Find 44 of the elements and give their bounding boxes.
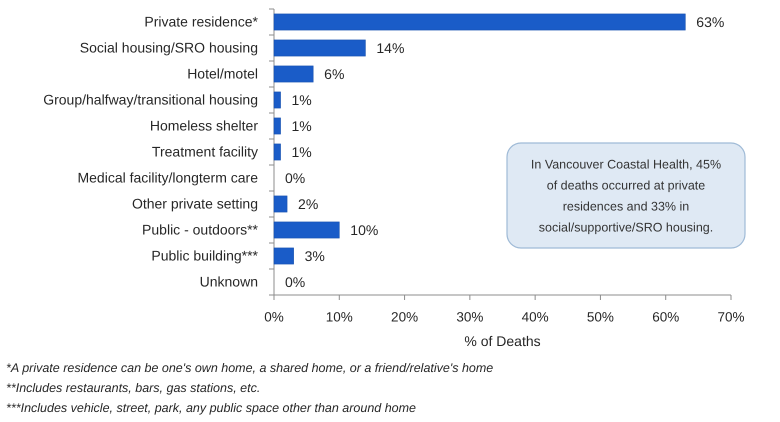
y-tick-label: Treatment facility — [152, 143, 258, 160]
data-label: 1% — [292, 92, 312, 108]
data-label: 1% — [292, 144, 312, 160]
x-tick-label: 70% — [717, 310, 745, 325]
x-tick-label: 20% — [391, 310, 418, 325]
text: *A private residence can be one's own home, a shared home, or a friend/relative's home — [6, 361, 494, 375]
bar — [274, 144, 281, 160]
bar — [274, 66, 314, 82]
y-tick-label: Hotel/motel — [187, 65, 258, 82]
bar — [274, 40, 366, 56]
y-tick-label: Private residence* — [144, 13, 259, 30]
bar — [274, 118, 281, 134]
y-tick-label: Group/halfway/transitional housing — [43, 91, 258, 108]
x-tick-label: 10% — [326, 310, 353, 325]
x-tick-label: 30% — [456, 310, 484, 325]
data-label: 10% — [350, 222, 378, 238]
x-tick-label: 0% — [264, 310, 284, 325]
x-tick-label: 50% — [586, 310, 614, 325]
x-tick-label: 40% — [522, 310, 549, 325]
y-tick-label: Social housing/SRO housing — [80, 39, 258, 56]
y-tick-label: Public - outdoors** — [142, 221, 259, 238]
bar — [274, 248, 294, 264]
data-label: 6% — [324, 66, 344, 82]
bar — [274, 92, 281, 108]
text: ***Includes vehicle, street, park, any public space other than around home — [6, 401, 416, 415]
text: **Includes restaurants, bars, gas stations, etc. — [6, 381, 260, 395]
data-label: 0% — [285, 274, 306, 290]
annotation: In Vancouver Coastal Health, 45% of deaths occurred at private residences and 33% in social/supportive/SRO housing. — [530, 157, 722, 234]
data-label: 3% — [304, 248, 325, 264]
data-label: 1% — [292, 118, 312, 134]
y-tick-label: Unknown — [200, 273, 258, 290]
y-tick-label: Other private setting — [132, 195, 258, 212]
x-tick-label: 60% — [652, 310, 680, 325]
y-tick-label: Public building*** — [151, 247, 259, 264]
data-label: 2% — [298, 196, 318, 212]
bar — [274, 222, 340, 238]
bar — [274, 14, 686, 30]
y-tick-label: Homeless shelter — [150, 117, 258, 134]
data-label: 0% — [285, 170, 306, 186]
data-label: 14% — [376, 40, 404, 56]
bar — [274, 196, 288, 212]
y-tick-label: Medical facility/longterm care — [77, 169, 258, 186]
x-axis-title: % of Deaths — [464, 333, 541, 349]
data-label: 63% — [696, 14, 724, 30]
